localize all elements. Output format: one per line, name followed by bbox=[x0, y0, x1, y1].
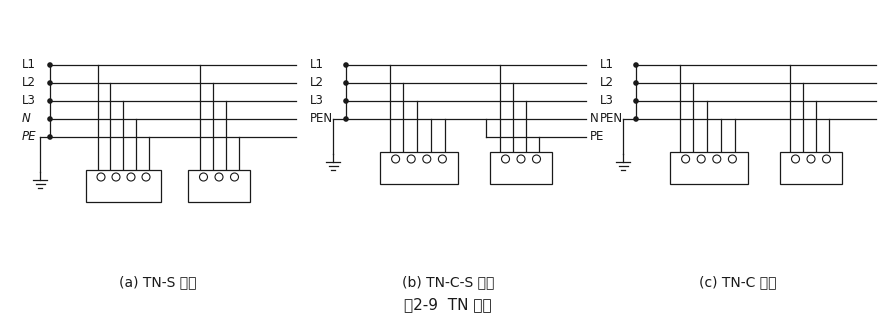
Bar bbox=[670, 152, 748, 184]
Circle shape bbox=[47, 134, 53, 140]
Text: (b) TN-C-S 系统: (b) TN-C-S 系统 bbox=[401, 275, 495, 289]
Text: 图2-9  TN 系统: 图2-9 TN 系统 bbox=[404, 298, 492, 313]
Circle shape bbox=[343, 98, 349, 104]
Text: L1: L1 bbox=[22, 59, 36, 71]
Circle shape bbox=[633, 80, 639, 86]
Bar bbox=[188, 170, 250, 202]
Bar bbox=[86, 170, 161, 202]
Text: L2: L2 bbox=[22, 76, 36, 90]
Bar bbox=[490, 152, 552, 184]
Text: (a) TN-S 系统: (a) TN-S 系统 bbox=[119, 275, 197, 289]
Circle shape bbox=[633, 116, 639, 122]
Circle shape bbox=[47, 98, 53, 104]
Bar bbox=[780, 152, 842, 184]
Text: L2: L2 bbox=[310, 76, 324, 90]
Circle shape bbox=[633, 98, 639, 104]
Text: L2: L2 bbox=[600, 76, 614, 90]
Bar bbox=[380, 152, 458, 184]
Text: L1: L1 bbox=[600, 59, 614, 71]
Text: L3: L3 bbox=[22, 94, 36, 108]
Circle shape bbox=[343, 116, 349, 122]
Text: PE: PE bbox=[22, 131, 37, 143]
Circle shape bbox=[47, 62, 53, 68]
Text: L3: L3 bbox=[310, 94, 323, 108]
Text: (c) TN-C 系统: (c) TN-C 系统 bbox=[699, 275, 777, 289]
Circle shape bbox=[343, 62, 349, 68]
Circle shape bbox=[633, 62, 639, 68]
Text: L1: L1 bbox=[310, 59, 324, 71]
Circle shape bbox=[343, 80, 349, 86]
Circle shape bbox=[47, 80, 53, 86]
Text: PEN: PEN bbox=[600, 113, 623, 125]
Circle shape bbox=[47, 116, 53, 122]
Text: N: N bbox=[22, 113, 30, 125]
Text: PE: PE bbox=[590, 131, 605, 143]
Text: N: N bbox=[590, 113, 599, 125]
Text: L3: L3 bbox=[600, 94, 614, 108]
Text: PEN: PEN bbox=[310, 113, 333, 125]
